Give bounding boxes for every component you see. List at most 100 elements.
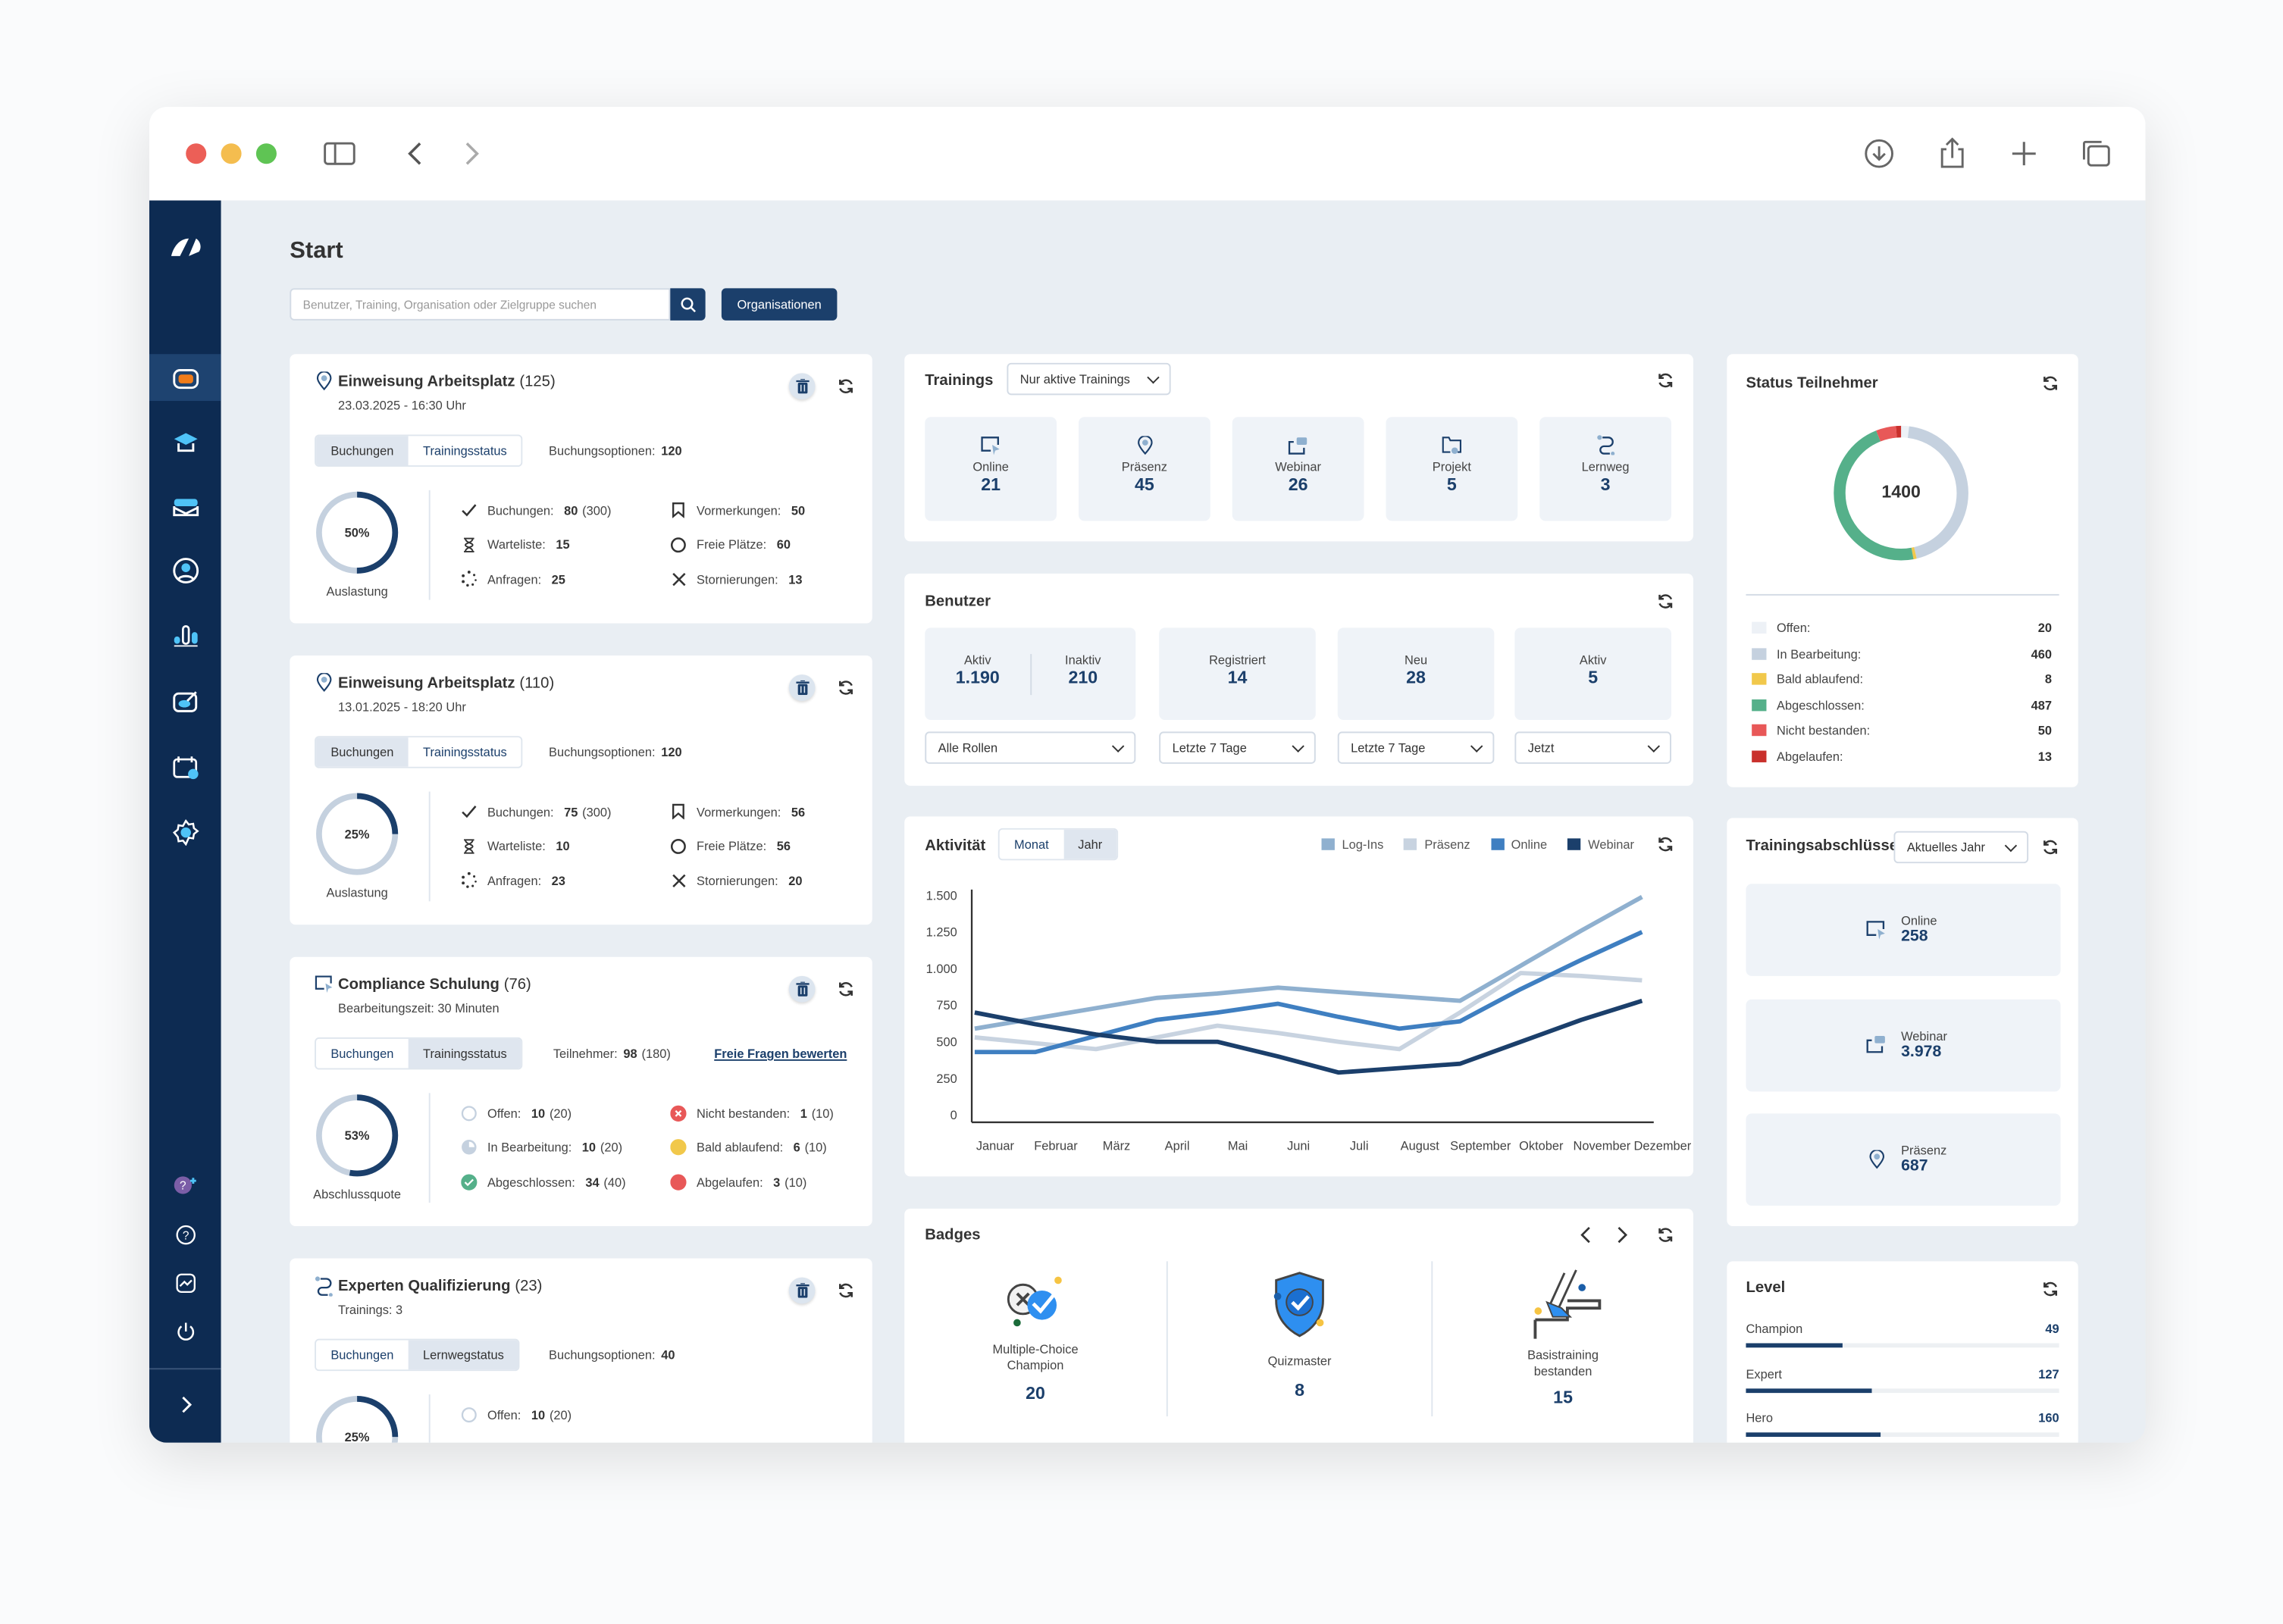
- sidebar-item-activity[interactable]: [149, 1259, 221, 1306]
- stat-value: 10: [531, 1105, 546, 1121]
- back-icon[interactable]: [398, 136, 433, 171]
- toggle-month[interactable]: Monat: [999, 829, 1063, 859]
- delete-button[interactable]: [788, 373, 816, 400]
- progress-donut: [316, 491, 399, 574]
- tabs-overview-icon[interactable]: [2078, 136, 2113, 171]
- toggle-year[interactable]: Jahr: [1063, 829, 1117, 859]
- completion-tile[interactable]: Präsenz 687: [1746, 1113, 2061, 1206]
- badges-panel: Badges Multiple-Choice Champion 20 Quizm…: [904, 1208, 1693, 1443]
- refresh-button[interactable]: [833, 373, 860, 399]
- refresh-trainings-button[interactable]: [1652, 368, 1679, 394]
- status-legend-row: In Bearbeitung: 460: [1752, 646, 2052, 661]
- status-title: Status Teilnehmer: [1746, 374, 1878, 393]
- training-type-tile[interactable]: Lernweg 3: [1539, 417, 1671, 521]
- sidebar-item-editor[interactable]: [149, 677, 221, 724]
- tab-bookings[interactable]: Buchungen: [316, 737, 409, 767]
- sidebar-item-logout[interactable]: [149, 1308, 221, 1355]
- next-badge-icon[interactable]: [1613, 1226, 1630, 1244]
- tab-status[interactable]: Trainingsstatus: [408, 737, 522, 767]
- training-type-tile[interactable]: Webinar 26: [1232, 417, 1364, 521]
- user-filter-select[interactable]: Alle Rollen: [925, 731, 1136, 764]
- sidebar-item-reports[interactable]: [149, 612, 221, 659]
- user-filter-select[interactable]: Letzte 7 Tage: [1337, 731, 1495, 764]
- stat-label: Stornierungen:: [697, 872, 778, 888]
- completions-period-select[interactable]: Aktuelles Jahr: [1893, 831, 2029, 864]
- tile-value: 21: [981, 474, 1001, 495]
- forward-icon[interactable]: [454, 136, 489, 171]
- delete-button[interactable]: [788, 975, 816, 1003]
- badge-name: Quizmaster: [1267, 1353, 1332, 1369]
- tab-status[interactable]: Trainingsstatus: [408, 436, 522, 465]
- completion-tile[interactable]: Online 258: [1746, 884, 2061, 976]
- stat-value: 50: [791, 502, 806, 518]
- user-filter-select[interactable]: Jetzt: [1514, 731, 1671, 764]
- training-type-tile[interactable]: Online 21: [925, 417, 1057, 521]
- trainings-filter-select[interactable]: Nur aktive Trainings: [1007, 362, 1171, 396]
- refresh-button[interactable]: [833, 976, 860, 1003]
- download-icon[interactable]: [1862, 136, 1896, 171]
- sidebar-item-help[interactable]: ?: [149, 1212, 221, 1259]
- sidebar-item-calendar[interactable]: [149, 743, 221, 790]
- previous-badge-icon[interactable]: [1577, 1226, 1595, 1244]
- refresh-completions-button[interactable]: [2037, 834, 2064, 861]
- badge-divider: [1431, 1261, 1433, 1417]
- training-type-tile[interactable]: Projekt 5: [1386, 417, 1518, 521]
- stat-item: Vormerkungen: 56: [670, 803, 805, 820]
- sidebar-item-help-ai[interactable]: ?: [149, 1162, 221, 1209]
- x-tick-label: Dezember: [1634, 1140, 1692, 1153]
- card-info: Teilnehmer: 98 (180): [553, 1047, 671, 1061]
- active-users: Aktiv 1.190: [925, 652, 1030, 687]
- legend-item[interactable]: Präsenz: [1404, 837, 1470, 852]
- search-button[interactable]: [670, 288, 706, 321]
- refresh-users-button[interactable]: [1652, 588, 1679, 615]
- stat-label: Vormerkungen:: [697, 502, 781, 518]
- sidebar-toggle-icon[interactable]: [322, 136, 357, 171]
- rate-free-questions-link[interactable]: Freie Fragen bewerten: [714, 1046, 847, 1061]
- sidebar-item-users[interactable]: [149, 547, 221, 594]
- refresh-button[interactable]: [833, 1278, 860, 1304]
- legend-item[interactable]: Webinar: [1567, 837, 1634, 852]
- tab-bookings[interactable]: Buchungen: [316, 1038, 409, 1069]
- sidebar-item-home[interactable]: [149, 354, 221, 402]
- trainings-filter-value: Nur aktive Trainings: [1019, 371, 1130, 386]
- stat-total: (20): [549, 1407, 572, 1422]
- refresh-icon: [839, 681, 853, 695]
- mail-icon: [172, 499, 199, 517]
- sidebar-item-messages[interactable]: [149, 484, 221, 531]
- delete-button[interactable]: [788, 674, 816, 701]
- tab-status[interactable]: Trainingsstatus: [408, 1038, 522, 1069]
- organisations-button[interactable]: Organisationen: [721, 288, 838, 321]
- tab-status[interactable]: Lernwegstatus: [408, 1340, 519, 1370]
- training-count: (125): [519, 373, 556, 391]
- user-filter-select[interactable]: Letzte 7 Tage: [1159, 731, 1316, 764]
- badge-quizmaster[interactable]: Quizmaster 8: [1168, 1270, 1432, 1400]
- tab-bookings[interactable]: Buchungen: [316, 436, 409, 465]
- legend-item[interactable]: Log-Ins: [1321, 837, 1383, 852]
- donut-label: Auslastung: [326, 584, 388, 599]
- refresh-level-button[interactable]: [2037, 1276, 2064, 1303]
- minimize-window-button[interactable]: [221, 143, 242, 164]
- divider: [1746, 593, 2059, 596]
- search-input[interactable]: Benutzer, Training, Organisation oder Zi…: [290, 288, 671, 321]
- divider: [428, 1093, 431, 1203]
- training-type-tile[interactable]: Präsenz 45: [1078, 417, 1210, 521]
- tile-value: 5: [1588, 667, 1599, 688]
- sidebar-item-trainings[interactable]: [149, 420, 221, 467]
- sidebar-item-settings[interactable]: [149, 809, 221, 856]
- refresh-status-button[interactable]: [2037, 370, 2064, 396]
- badge-basistraining[interactable]: Basistraining bestanden 15: [1433, 1261, 1693, 1407]
- refresh-badges-button[interactable]: [1652, 1222, 1679, 1248]
- sidebar-expand-button[interactable]: [149, 1381, 221, 1428]
- refresh-activity-button[interactable]: [1652, 831, 1679, 858]
- completion-tile[interactable]: Webinar 3.978: [1746, 998, 2061, 1091]
- share-icon[interactable]: [1935, 136, 1970, 171]
- maximize-window-button[interactable]: [255, 143, 277, 164]
- refresh-button[interactable]: [833, 674, 860, 701]
- new-tab-icon[interactable]: [2006, 136, 2041, 171]
- close-window-button[interactable]: [186, 143, 207, 164]
- badge-multiple-choice-champion[interactable]: Multiple-Choice Champion 20: [904, 1270, 1167, 1403]
- legend-swatch: [1567, 838, 1581, 850]
- legend-item[interactable]: Online: [1490, 837, 1547, 852]
- delete-button[interactable]: [788, 1277, 816, 1304]
- tab-bookings[interactable]: Buchungen: [316, 1340, 409, 1370]
